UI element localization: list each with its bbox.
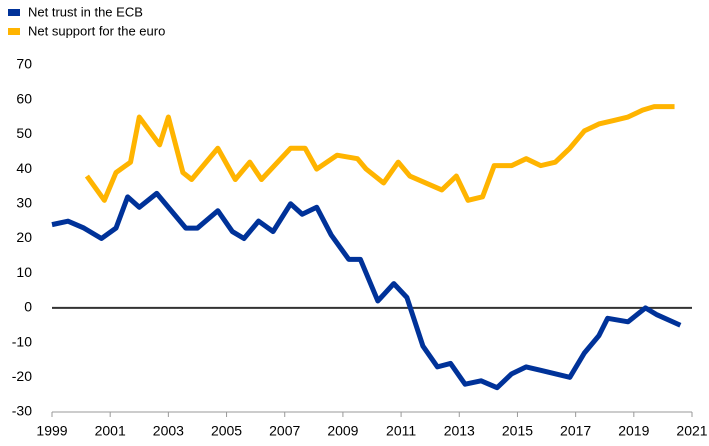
- y-tick-label: -20: [12, 368, 32, 384]
- y-tick-label: -10: [12, 333, 32, 349]
- y-tick-label: 70: [16, 56, 32, 72]
- legend-swatch: [8, 28, 20, 35]
- y-tick-label: 10: [16, 264, 32, 280]
- x-tick-label: 2017: [560, 423, 591, 439]
- legend-swatch: [8, 9, 20, 16]
- x-tick-label: 2015: [502, 423, 533, 439]
- x-tick-label: 2005: [211, 423, 242, 439]
- y-tick-label: 50: [16, 125, 32, 141]
- x-tick-label: 2003: [153, 423, 184, 439]
- x-tick-label: 2009: [327, 423, 358, 439]
- x-tick-label: 2019: [618, 423, 649, 439]
- y-tick-label: 60: [16, 90, 32, 106]
- x-tick-label: 1999: [36, 423, 67, 439]
- x-tick-label: 2007: [269, 423, 300, 439]
- legend-label: Net support for the euro: [28, 23, 165, 38]
- series-line: [51, 190, 682, 391]
- y-tick-label: 40: [16, 160, 32, 176]
- y-tick-label: 20: [16, 229, 32, 245]
- y-tick-label: 30: [16, 195, 32, 211]
- x-tick-label: 2011: [386, 423, 416, 439]
- series-line: [84, 104, 675, 203]
- x-tick-label: 2021: [676, 423, 707, 439]
- y-tick-label: -30: [12, 403, 32, 419]
- x-tick-label: 2013: [444, 423, 475, 439]
- x-tick-label: 2001: [95, 423, 126, 439]
- y-tick-label: 0: [24, 299, 32, 315]
- legend-label: Net trust in the ECB: [28, 4, 143, 19]
